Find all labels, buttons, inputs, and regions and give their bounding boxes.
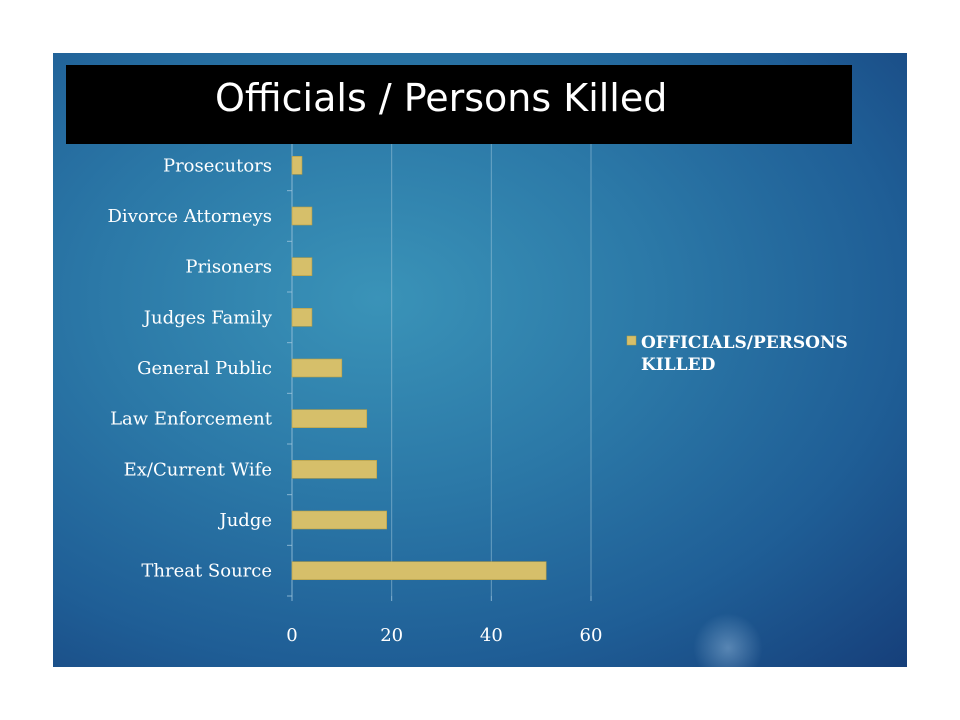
category-label: Threat Source xyxy=(141,561,272,582)
legend-label-line: KILLED xyxy=(641,355,716,375)
x-tick-label: 60 xyxy=(580,625,603,646)
legend-label-line: OFFICIALS/PERSONS xyxy=(641,333,848,353)
category-label: Prisoners xyxy=(185,257,272,278)
bar xyxy=(291,510,387,530)
legend-label: OFFICIALS/PERSONS KILLED xyxy=(641,333,848,375)
bar xyxy=(291,358,343,378)
bar xyxy=(291,460,378,479)
bar xyxy=(291,206,313,226)
background-glow xyxy=(693,613,763,667)
x-tick-label: 40 xyxy=(480,625,503,646)
title-bar xyxy=(66,65,852,144)
x-tick-label: 20 xyxy=(380,625,403,646)
category-label: General Public xyxy=(137,358,272,379)
legend-swatch xyxy=(626,335,637,346)
x-tick-label: 0 xyxy=(286,625,297,646)
category-label: Law Enforcement xyxy=(110,409,273,430)
bar xyxy=(291,409,368,428)
category-label: Divorce Attorneys xyxy=(108,206,273,227)
bar xyxy=(291,257,313,276)
category-label: Prosecutors xyxy=(163,155,272,176)
bar xyxy=(291,156,303,175)
bar xyxy=(291,561,547,580)
category-label: Ex/Current Wife xyxy=(124,459,272,480)
bar xyxy=(291,308,313,327)
category-label: Judge xyxy=(217,510,272,531)
slide-title: Officials / Persons Killed xyxy=(215,76,668,120)
category-label: Judges Family xyxy=(142,307,273,328)
